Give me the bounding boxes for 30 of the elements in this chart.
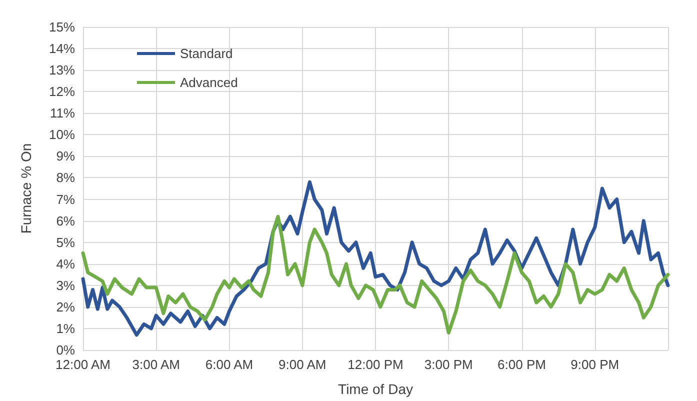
y-tick-label: 5% — [56, 234, 76, 250]
y-tick-label: 6% — [56, 213, 76, 228]
y-tick-label: 12% — [48, 84, 76, 100]
y-tick-label: 10% — [48, 127, 76, 142]
y-tick-label: 14% — [48, 41, 76, 56]
y-tick-label: 3% — [56, 278, 76, 293]
x-tick-label: 3:00 AM — [132, 357, 180, 372]
x-tick-label: 9:00 PM — [570, 357, 620, 372]
y-tick-label: 2% — [56, 299, 76, 314]
y-tick-label: 8% — [56, 170, 76, 186]
x-tick-label: 12:00 AM — [56, 357, 110, 372]
x-tick-label: 6:00 PM — [498, 357, 546, 372]
y-tick-label: 1% — [56, 320, 76, 336]
y-tick-label: 7% — [56, 192, 76, 207]
x-tick-label: 3:00 PM — [424, 357, 473, 372]
x-tick-label: 9:00 AM — [278, 357, 326, 372]
legend-label: Standard — [180, 46, 233, 61]
y-axis-title: Furnace % On — [18, 143, 34, 234]
line-series — [81, 214, 670, 335]
y-tick-label: 13% — [48, 62, 76, 78]
y-tick-label: 15% — [48, 20, 76, 34]
y-tick-label: 11% — [50, 106, 76, 121]
y-tick-label: 4% — [56, 256, 76, 272]
y-tick-label: 9% — [56, 148, 76, 164]
x-tick-label: 12:00 PM — [348, 357, 404, 372]
x-axis-title: Time of Day — [338, 381, 413, 397]
line-series — [81, 180, 670, 337]
x-tick-label: 6:00 AM — [205, 357, 254, 372]
y-tick-label: 0% — [56, 342, 76, 358]
legend-label: Advanced — [180, 75, 238, 90]
